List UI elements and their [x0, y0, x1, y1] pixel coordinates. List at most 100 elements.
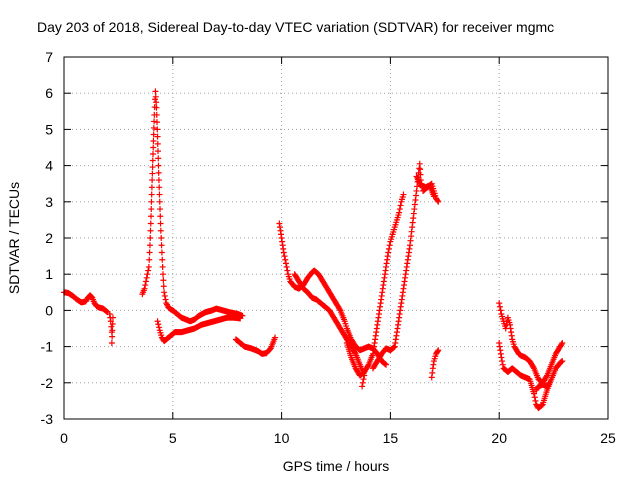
- y-tick-label: 5: [45, 121, 53, 137]
- data-point: [559, 339, 566, 346]
- data-point: [109, 327, 116, 334]
- data-point: [150, 124, 157, 131]
- data-point: [498, 354, 505, 361]
- data-point: [152, 93, 159, 100]
- data-point: [282, 256, 289, 263]
- data-point: [109, 333, 116, 340]
- data-point: [155, 148, 162, 155]
- data-point: [283, 263, 290, 270]
- data-point: [156, 198, 163, 205]
- data-point: [496, 300, 503, 307]
- data-point: [108, 323, 115, 330]
- data-point: [336, 306, 343, 313]
- data-point: [396, 206, 403, 213]
- data-point: [156, 184, 163, 191]
- data-point: [144, 271, 151, 278]
- data-point: [109, 314, 116, 321]
- data-point: [154, 318, 161, 325]
- data-point: [155, 155, 162, 162]
- data-point: [237, 315, 244, 322]
- data-point: [157, 213, 164, 220]
- data-point: [155, 321, 162, 328]
- y-tick-label: 3: [45, 194, 53, 210]
- data-point: [108, 339, 115, 346]
- data-point: [385, 249, 392, 256]
- chart-title: Day 203 of 2018, Sidereal Day-to-day VTE…: [37, 19, 554, 35]
- data-point: [109, 320, 116, 327]
- y-tick-label: 7: [45, 49, 53, 65]
- data-point: [148, 213, 155, 220]
- data-point: [150, 137, 157, 144]
- data-point: [430, 193, 437, 200]
- data-point: [146, 249, 153, 256]
- x-tick-label: 0: [60, 430, 68, 446]
- data-point: [157, 227, 164, 234]
- data-point: [531, 390, 538, 397]
- x-tick-label: 20: [491, 430, 507, 446]
- data-point: [158, 242, 165, 249]
- data-point: [147, 220, 154, 227]
- data-point: [280, 249, 287, 256]
- y-tick-label: 6: [45, 85, 53, 101]
- data-point: [559, 358, 566, 365]
- data-point: [545, 381, 552, 388]
- data-point: [435, 198, 442, 205]
- data-point: [282, 260, 289, 267]
- data-point: [160, 277, 167, 284]
- data-point: [148, 198, 155, 205]
- data-point: [400, 191, 407, 198]
- x-tick-label: 15: [383, 430, 399, 446]
- data-point: [148, 184, 155, 191]
- data-point: [153, 99, 160, 106]
- data-point: [532, 397, 539, 404]
- data-points: [61, 88, 566, 412]
- data-point: [160, 271, 167, 278]
- data-point: [538, 402, 545, 409]
- data-point: [546, 379, 553, 386]
- data-point: [359, 383, 366, 390]
- y-tick-label: 1: [45, 266, 53, 282]
- data-point: [385, 245, 392, 252]
- x-tick-label: 5: [169, 430, 177, 446]
- data-point: [153, 111, 160, 118]
- data-point: [417, 166, 424, 173]
- data-point: [159, 263, 166, 270]
- data-point: [397, 202, 404, 209]
- data-point: [153, 104, 160, 111]
- x-axis-label: GPS time / hours: [283, 458, 390, 474]
- data-point: [272, 334, 279, 341]
- data-point: [150, 144, 157, 151]
- data-point: [156, 324, 163, 331]
- data-point: [417, 171, 424, 178]
- data-point: [391, 344, 398, 351]
- data-point: [148, 206, 155, 213]
- data-point: [156, 191, 163, 198]
- data-point: [154, 140, 161, 147]
- data-point: [364, 362, 371, 369]
- data-point: [434, 197, 441, 204]
- data-point: [152, 88, 159, 95]
- y-tick-label: -2: [41, 375, 54, 391]
- data-point: [530, 364, 537, 371]
- data-point: [160, 283, 167, 290]
- data-point: [157, 206, 164, 213]
- data-point: [151, 118, 158, 125]
- data-point: [558, 341, 565, 348]
- data-point: [154, 119, 161, 126]
- data-point: [149, 157, 156, 164]
- data-point: [147, 235, 154, 241]
- x-tick-label: 25: [600, 430, 616, 446]
- data-point: [386, 242, 393, 249]
- data-point: [543, 373, 550, 380]
- data-point: [162, 296, 169, 303]
- data-point: [155, 169, 162, 176]
- data-point: [360, 376, 367, 383]
- data-point: [147, 227, 154, 234]
- y-tick-label: 2: [45, 230, 53, 246]
- data-point: [150, 131, 157, 138]
- data-point: [284, 267, 291, 274]
- data-point: [359, 379, 366, 386]
- y-tick-label: -3: [41, 411, 54, 427]
- y-tick-label: -1: [41, 339, 54, 355]
